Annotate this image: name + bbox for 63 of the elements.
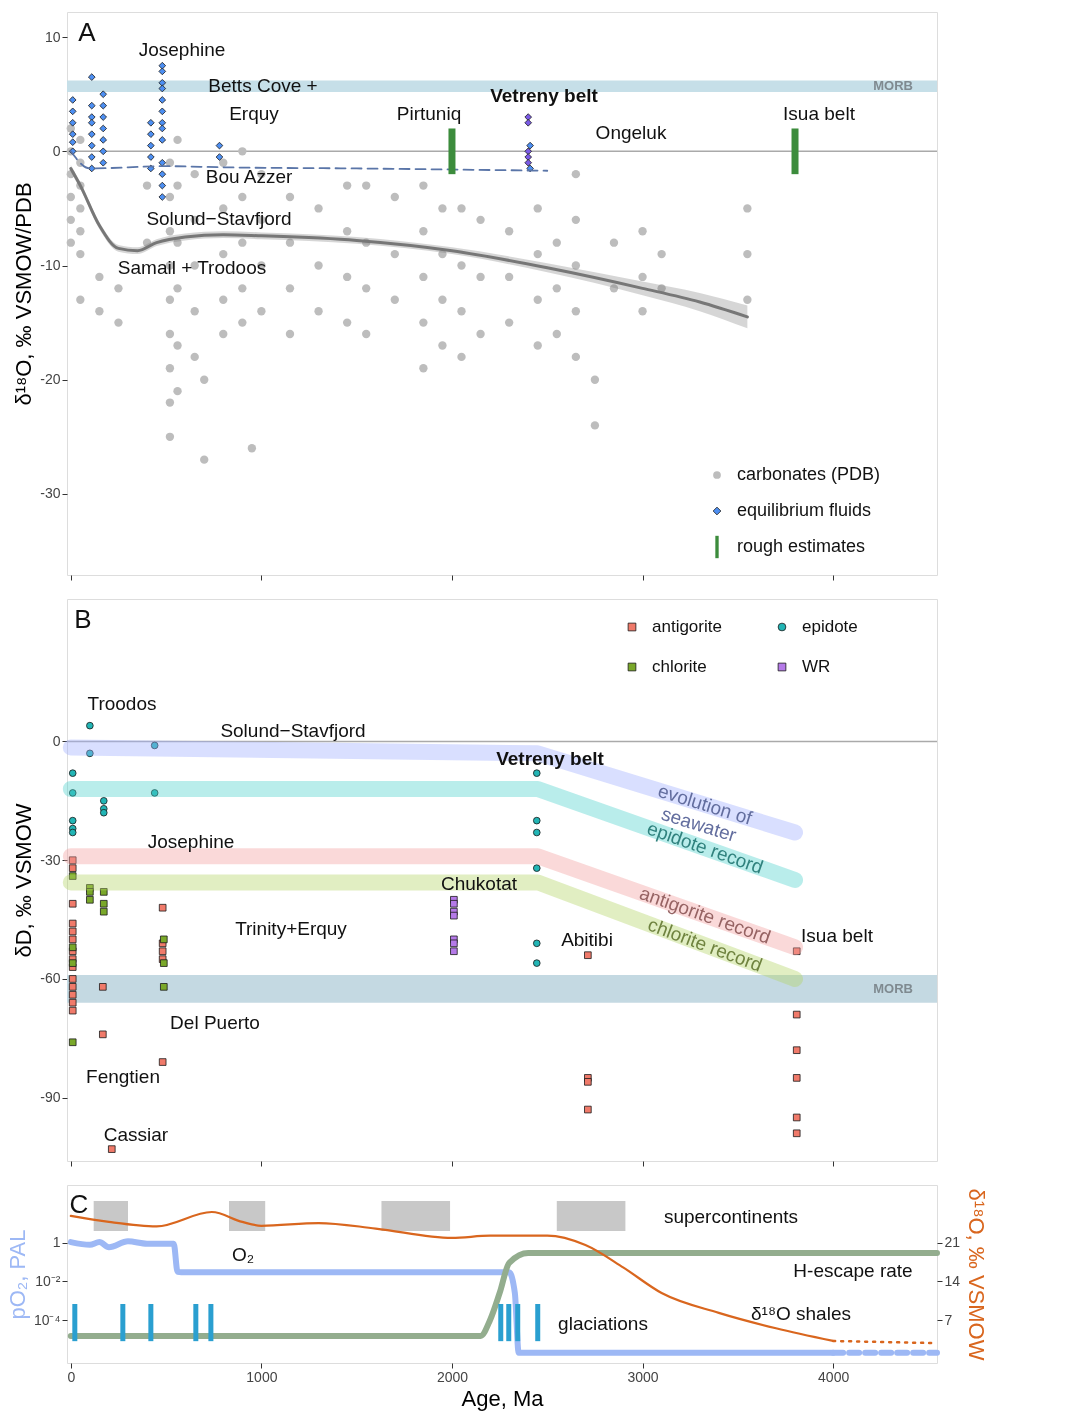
y-tick-label: 10⁻⁴ bbox=[33, 1311, 61, 1328]
annotation: Erquy bbox=[229, 103, 280, 124]
annotation: Samail + Trodoos bbox=[117, 257, 267, 278]
legend-label: rough estimates bbox=[737, 536, 866, 556]
y-tick-label: 0 bbox=[52, 142, 61, 159]
y-tick-label: -90 bbox=[40, 1089, 61, 1106]
annotation: Chukotat bbox=[440, 873, 518, 894]
x-tick-label: 3000 bbox=[627, 1368, 659, 1385]
legend-label: carbonates (PDB) bbox=[737, 464, 881, 484]
x-tick-label: 2000 bbox=[436, 1368, 469, 1385]
x-tick-label: 0 bbox=[67, 1368, 76, 1385]
y2-axis-title: δ¹⁸O, ‰ VSMOW bbox=[964, 1188, 990, 1361]
annotation: Josephine bbox=[147, 831, 235, 852]
y2-tick-label: 21 bbox=[944, 1234, 961, 1251]
x-axis-title: Age, Ma bbox=[461, 1385, 545, 1411]
legend-label: chlorite bbox=[652, 657, 707, 676]
annotation: Solund−Stavfjord bbox=[220, 720, 366, 741]
annotation: Cassiar bbox=[103, 1124, 169, 1145]
band-label: MORB bbox=[873, 78, 913, 94]
annotation: B bbox=[74, 604, 92, 634]
annotation: Vetreny belt bbox=[496, 748, 605, 769]
y-axis-title: δD, ‰ VSMOW bbox=[11, 803, 37, 958]
annotation: Pirtuniq bbox=[396, 103, 462, 124]
y-tick-label: 0 bbox=[52, 732, 61, 749]
annotation: glaciations bbox=[558, 1313, 648, 1334]
annotation: Isua belt bbox=[801, 925, 874, 946]
y-tick-label: -20 bbox=[40, 371, 61, 388]
annotation: O₂ bbox=[231, 1244, 255, 1265]
annotation: Trinity+Erquy bbox=[235, 918, 348, 939]
y-tick-label: 10⁻² bbox=[35, 1272, 61, 1289]
y-tick-label: -30 bbox=[40, 851, 61, 868]
annotation: Abitibi bbox=[561, 929, 613, 950]
annotation: supercontinents bbox=[663, 1206, 799, 1227]
legend-label: WR bbox=[802, 657, 831, 676]
annotation: Del Puerto bbox=[170, 1012, 260, 1033]
annotation: Ongeluk bbox=[595, 122, 667, 143]
legend-label: epidote bbox=[802, 617, 858, 636]
annotation: Vetreny belt bbox=[490, 85, 599, 106]
x-tick-label: 4000 bbox=[818, 1368, 850, 1385]
annotation: H-escape rate bbox=[793, 1260, 913, 1281]
legend-label: equilibrium fluids bbox=[737, 500, 872, 520]
annotation: Troodos bbox=[87, 693, 157, 714]
y-axis-title: δ¹⁸O, ‰ VSMOW/PDB bbox=[11, 182, 37, 406]
annotation: Solund−Stavfjord bbox=[146, 208, 292, 229]
y2-tick-label: 7 bbox=[944, 1311, 953, 1328]
annotation: Betts Cove + bbox=[208, 75, 318, 96]
annotation: Bou Azzer bbox=[205, 166, 293, 187]
annotation: Josephine bbox=[138, 39, 226, 60]
y-tick-label: 1 bbox=[52, 1234, 61, 1251]
annotation: δ¹⁸O shales bbox=[751, 1303, 851, 1324]
y-tick-label: 10 bbox=[44, 28, 61, 45]
annotation: Isua belt bbox=[783, 103, 856, 124]
y-tick-label: -60 bbox=[40, 970, 61, 987]
annotation: A bbox=[78, 17, 97, 47]
y-tick-label: -30 bbox=[40, 485, 61, 502]
annotation: C bbox=[69, 1189, 89, 1219]
y-tick-label: -10 bbox=[40, 257, 61, 274]
y2-tick-label: 14 bbox=[944, 1272, 961, 1289]
x-tick-label: 1000 bbox=[246, 1368, 278, 1385]
y-axis-title: pO₂, PAL bbox=[4, 1229, 30, 1320]
legend-label: antigorite bbox=[652, 617, 722, 636]
band-label: MORB bbox=[873, 980, 913, 996]
annotation: Fengtien bbox=[86, 1066, 160, 1087]
